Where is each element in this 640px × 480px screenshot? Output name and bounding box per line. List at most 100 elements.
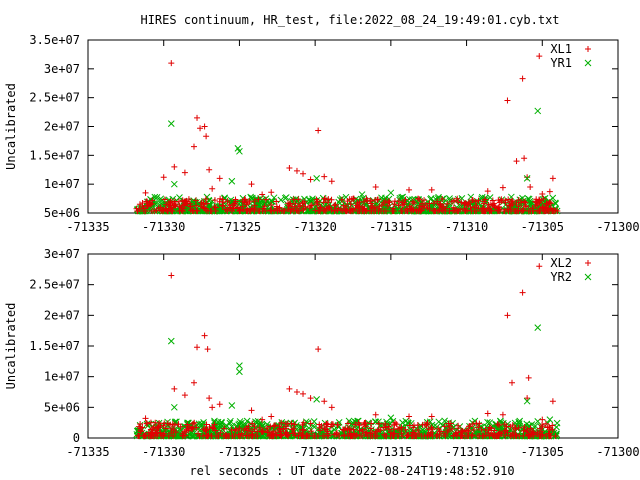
- xl-baseline-point: [180, 433, 187, 439]
- xl-baseline-point: [521, 198, 528, 205]
- baseline-cloud: [133, 417, 561, 440]
- legend-label-xl2: XL2: [550, 256, 572, 270]
- plot-frame: [87, 253, 619, 439]
- yr-baseline-point: [215, 207, 223, 215]
- data-point-xl2: [499, 411, 506, 418]
- xl-baseline-point: [153, 207, 160, 214]
- xl-baseline-point: [494, 421, 501, 428]
- xl-baseline-point: [361, 420, 368, 427]
- yr-baseline-point: [281, 194, 289, 202]
- xl-baseline-point: [466, 422, 473, 429]
- xl-baseline-point: [270, 423, 277, 430]
- xl-baseline-point: [519, 208, 526, 214]
- x-tick-label: -71310: [445, 220, 488, 234]
- y-tick-label: 1.5e+07: [29, 339, 80, 353]
- yr-baseline-point: [551, 199, 559, 207]
- xl-baseline-point: [333, 429, 340, 436]
- x-tick-label: -71305: [521, 220, 564, 234]
- data-point-xl2: [372, 411, 379, 418]
- xl-baseline-point: [306, 432, 313, 439]
- xl-baseline-point: [203, 200, 210, 207]
- xl-baseline-point: [289, 426, 296, 433]
- data-point-xl1: [181, 169, 188, 176]
- xl-baseline-point: [369, 430, 376, 437]
- xl-baseline-point: [245, 433, 252, 439]
- xl-baseline-point: [438, 207, 445, 214]
- xl-baseline-point: [153, 427, 160, 434]
- x-tick-label: -71335: [66, 220, 109, 234]
- data-point-xl1: [197, 125, 204, 132]
- xl-baseline-point: [495, 204, 502, 211]
- xl-baseline-point: [399, 199, 406, 206]
- xl-baseline-point: [298, 432, 305, 439]
- xl-baseline-point: [486, 424, 493, 431]
- data-point-yr2: [228, 402, 236, 409]
- xl-baseline-point: [308, 428, 315, 435]
- series-xl2: [142, 263, 556, 423]
- data-point-xl1: [513, 158, 520, 165]
- xl-baseline-point: [381, 432, 388, 439]
- xl-baseline-point: [350, 195, 357, 202]
- xl-baseline-point: [211, 197, 218, 204]
- data-point-xl1: [546, 188, 553, 195]
- xl-baseline-point: [181, 428, 188, 435]
- yr-baseline-point: [153, 194, 161, 201]
- data-point-xl1: [216, 175, 223, 182]
- xl-baseline-point: [501, 428, 508, 435]
- xl-baseline-point: [324, 430, 331, 437]
- data-point-xl1: [191, 143, 197, 150]
- xl-baseline-point: [224, 198, 231, 205]
- xl-baseline-point: [217, 195, 224, 202]
- xl-baseline-point: [540, 195, 547, 202]
- xl-baseline-point: [179, 197, 186, 204]
- data-point-xl1: [321, 173, 328, 180]
- xl-baseline-point: [382, 424, 389, 431]
- xl-baseline-point: [277, 428, 284, 435]
- xl-baseline-point: [273, 198, 280, 205]
- xl-baseline-point: [272, 422, 279, 429]
- data-point-xl2: [549, 398, 556, 405]
- data-point-xl1: [160, 174, 167, 181]
- yr-baseline-point: [157, 195, 165, 203]
- xl-baseline-point: [291, 421, 298, 428]
- baseline-cloud: [133, 193, 561, 215]
- y-tick-label: 5e+06: [44, 206, 80, 220]
- yr-baseline-point: [247, 193, 255, 201]
- xl-baseline-point: [506, 201, 513, 208]
- xl-baseline-point: [525, 208, 532, 214]
- xl-baseline-point: [276, 423, 283, 430]
- xl-baseline-point: [243, 201, 250, 208]
- xl-baseline-point: [138, 428, 145, 435]
- xl-baseline-point: [367, 202, 374, 209]
- xl-baseline-point: [312, 433, 319, 439]
- xl-baseline-point: [205, 432, 212, 439]
- data-point-yr2: [236, 362, 243, 369]
- data-point-xl1: [527, 184, 534, 191]
- xl-baseline-point: [521, 424, 528, 431]
- xl-baseline-point: [149, 432, 156, 439]
- xl-baseline-point: [134, 432, 141, 439]
- xl-baseline-point: [527, 433, 534, 439]
- xl-baseline-point: [177, 423, 184, 430]
- xl-baseline-point: [486, 208, 493, 214]
- legend-marker-yr1: [584, 59, 592, 67]
- xl-baseline-point: [267, 432, 274, 439]
- xl-baseline-point: [155, 424, 162, 431]
- xl-baseline-point: [475, 424, 482, 431]
- xl-baseline-point: [141, 433, 148, 439]
- data-point-xl2: [191, 379, 197, 386]
- xl-baseline-point: [221, 425, 228, 432]
- data-point-xl2: [286, 385, 293, 392]
- xl-baseline-point: [352, 433, 359, 439]
- xl-baseline-point: [203, 421, 210, 428]
- y-tick-label: 2.5e+07: [29, 278, 80, 292]
- y-tick-label: 3e+07: [44, 247, 80, 261]
- data-point-xl1: [484, 188, 491, 195]
- data-point-xl2: [248, 407, 255, 414]
- xl-baseline-point: [251, 198, 258, 205]
- xl-baseline-point: [200, 200, 207, 207]
- xl-baseline-point: [504, 206, 511, 213]
- x-tick-label: -71330: [142, 445, 185, 459]
- xl-baseline-point: [137, 427, 144, 434]
- xl-baseline-point: [347, 201, 354, 208]
